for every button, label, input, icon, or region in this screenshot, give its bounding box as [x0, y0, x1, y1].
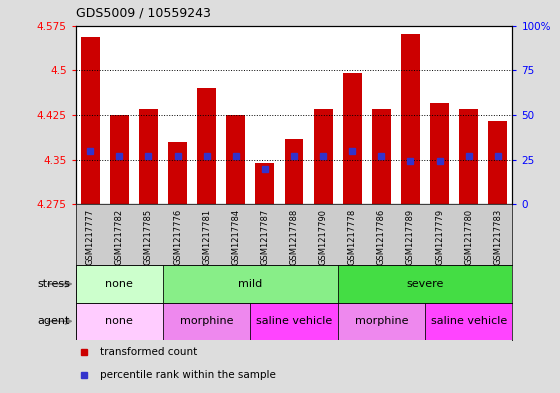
- Text: morphine: morphine: [354, 316, 408, 326]
- Bar: [255, 163, 274, 204]
- Bar: [163, 265, 338, 303]
- Text: GSM1217783: GSM1217783: [493, 209, 502, 266]
- Text: percentile rank within the sample: percentile rank within the sample: [100, 370, 276, 380]
- Text: severe: severe: [407, 279, 444, 289]
- Bar: [425, 303, 512, 340]
- Bar: [76, 303, 163, 340]
- Text: GSM1217787: GSM1217787: [260, 209, 269, 266]
- Text: GSM1217777: GSM1217777: [86, 209, 95, 266]
- Text: GSM1217782: GSM1217782: [115, 209, 124, 265]
- Bar: [226, 115, 245, 204]
- Bar: [197, 88, 216, 204]
- Text: GSM1217788: GSM1217788: [290, 209, 298, 266]
- Bar: [430, 103, 449, 204]
- Bar: [163, 303, 250, 340]
- Bar: [401, 35, 420, 204]
- Text: GDS5009 / 10559243: GDS5009 / 10559243: [76, 6, 211, 19]
- Text: mild: mild: [238, 279, 263, 289]
- Text: saline vehicle: saline vehicle: [431, 316, 507, 326]
- Text: stress: stress: [37, 279, 70, 289]
- Bar: [343, 73, 362, 204]
- Bar: [139, 109, 158, 204]
- Bar: [372, 109, 391, 204]
- Text: none: none: [105, 316, 133, 326]
- Bar: [488, 121, 507, 204]
- Bar: [76, 265, 163, 303]
- Bar: [338, 265, 512, 303]
- Text: GSM1217780: GSM1217780: [464, 209, 473, 265]
- Text: transformed count: transformed count: [100, 347, 197, 357]
- Text: saline vehicle: saline vehicle: [256, 316, 332, 326]
- Text: none: none: [105, 279, 133, 289]
- Bar: [81, 37, 100, 204]
- Bar: [284, 139, 304, 204]
- Text: GSM1217779: GSM1217779: [435, 209, 444, 265]
- Text: GSM1217778: GSM1217778: [348, 209, 357, 266]
- Text: GSM1217789: GSM1217789: [406, 209, 415, 265]
- Text: GSM1217786: GSM1217786: [377, 209, 386, 266]
- Bar: [110, 115, 129, 204]
- Text: morphine: morphine: [180, 316, 234, 326]
- Text: GSM1217785: GSM1217785: [144, 209, 153, 265]
- Text: GSM1217776: GSM1217776: [173, 209, 182, 266]
- Text: agent: agent: [38, 316, 70, 326]
- Bar: [314, 109, 333, 204]
- Bar: [250, 303, 338, 340]
- Text: GSM1217781: GSM1217781: [202, 209, 211, 265]
- Text: GSM1217784: GSM1217784: [231, 209, 240, 265]
- Bar: [338, 303, 425, 340]
- Text: GSM1217790: GSM1217790: [319, 209, 328, 265]
- Bar: [168, 142, 187, 204]
- Bar: [459, 109, 478, 204]
